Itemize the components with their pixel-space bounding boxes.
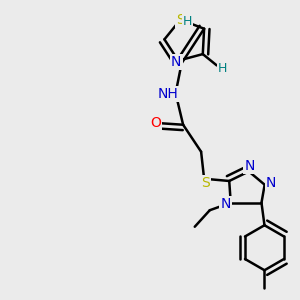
Text: N: N	[244, 159, 255, 173]
Text: H: H	[183, 15, 192, 28]
Text: N: N	[171, 55, 181, 69]
Text: S: S	[201, 176, 209, 190]
Text: N: N	[266, 176, 276, 190]
Text: N: N	[220, 197, 230, 211]
Text: O: O	[150, 116, 161, 130]
Text: NH: NH	[158, 87, 179, 101]
Text: H: H	[218, 62, 227, 75]
Text: S: S	[176, 13, 185, 27]
